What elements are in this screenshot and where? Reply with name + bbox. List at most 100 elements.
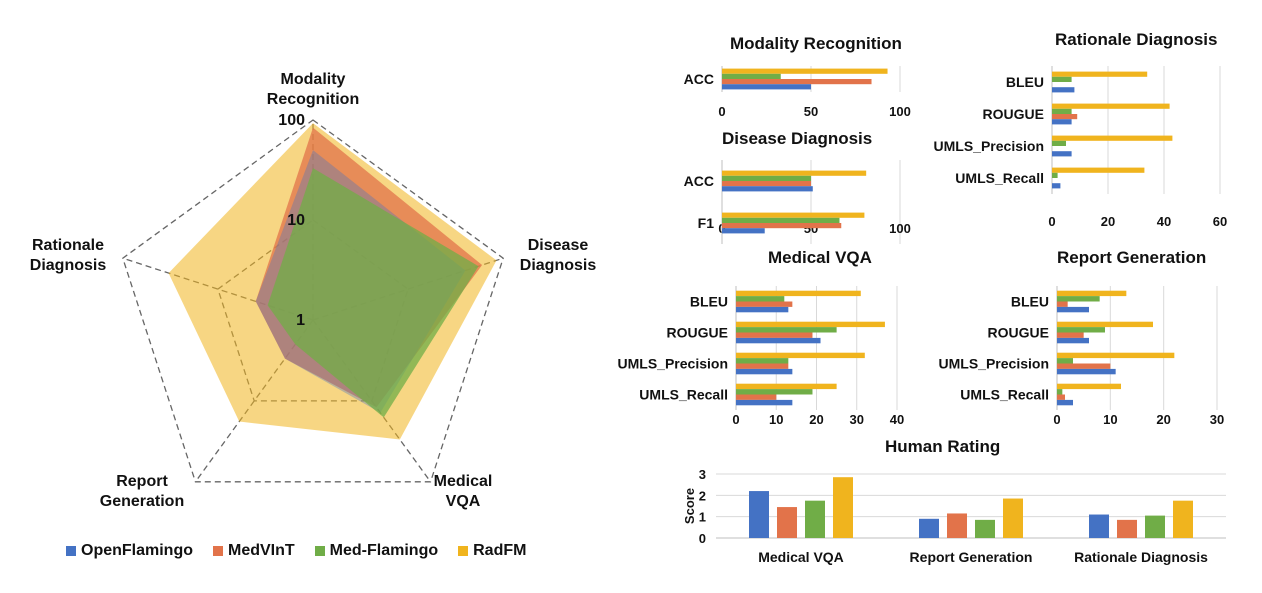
legend-swatch (213, 546, 223, 556)
x-tick-label: Report Generation (910, 549, 1033, 565)
bar-medvint (1057, 332, 1084, 338)
human-rating-chart: Human Rating 0 1 2 3 Score Medical VQA Report … (660, 436, 1240, 586)
legend-item-radfm: RadFM (458, 542, 526, 560)
y-tick-label: BLEU (1006, 74, 1044, 90)
bar-med-flamingo (1052, 108, 1072, 114)
bar-medvint (736, 394, 777, 400)
bar-radfm (1052, 71, 1148, 77)
x-tick-label: 0 (732, 412, 739, 427)
bar-openflamingo (736, 368, 793, 375)
y-tick-label: UMLS_Precision (939, 356, 1049, 372)
bar-med-flamingo (736, 296, 785, 302)
legend-swatch (66, 546, 76, 556)
radar-axis-label: Recognition (267, 91, 359, 108)
x-tick-label: 0 (1053, 412, 1060, 427)
bar-med-flamingo (722, 73, 781, 79)
bar-radfm (736, 290, 861, 297)
bar-openflamingo (736, 399, 793, 406)
bar-openflamingo (1052, 119, 1072, 125)
bar-openflamingo (749, 491, 769, 538)
y-tick-label: ACC (684, 173, 714, 189)
y-tick-label: BLEU (690, 294, 728, 310)
bar-med-flamingo (736, 389, 813, 395)
report-generation-chart: Report Generation 0 10 20 30 BLEU ROUGUE UMLS_… (920, 244, 1240, 434)
bar-radfm (736, 321, 885, 328)
bar-radfm (722, 212, 865, 218)
bar-radfm (1052, 135, 1173, 141)
bar-medvint (1057, 301, 1068, 307)
legend-label: MedVInT (228, 542, 295, 559)
y-tick-label: 0 (699, 531, 706, 546)
x-tick-label: 20 (1156, 412, 1170, 427)
x-tick-label: 40 (1157, 214, 1171, 229)
x-tick-label: Rationale Diagnosis (1074, 549, 1208, 565)
bar-openflamingo (722, 186, 813, 192)
radar-axis-label: Rationale (32, 237, 104, 254)
bar-med-flamingo (722, 217, 840, 223)
y-tick-label: UMLS_Recall (955, 170, 1044, 186)
medical-vqa-chart: Medical VQA 0 10 20 30 40 BLEU ROUGUE UMLS_Prec… (618, 244, 920, 434)
bar-medvint (736, 332, 813, 338)
radar-axis-label: Disease (528, 237, 589, 254)
bar-med-flamingo (1057, 327, 1105, 333)
bar-med-flamingo (1052, 172, 1058, 178)
legend-item-med-flamingo: Med-Flamingo (314, 542, 438, 560)
x-tick-label: 0 (718, 104, 725, 119)
bar-radfm (1052, 167, 1145, 173)
bar-radfm (1173, 500, 1193, 538)
bar-medvint (736, 301, 793, 307)
radar-series-med-flamingo (267, 168, 479, 418)
x-tick-label: 30 (1210, 412, 1224, 427)
rationale-diagnosis-chart: Rationale Diagnosis 0 20 40 60 BLEU ROUGUE UML… (920, 28, 1240, 238)
bar-medvint (722, 181, 811, 187)
y-axis-label: Score (682, 488, 697, 524)
y-tick-label: UMLS_Precision (618, 356, 728, 372)
radar-ring (122, 119, 504, 483)
bar-openflamingo (722, 84, 811, 90)
y-tick-label: ACC (684, 71, 714, 87)
radar-svg: 100 10 1 Modality Recognition Disease Diagnosi… (30, 71, 597, 510)
bar-med-flamingo (975, 519, 995, 538)
bar-med-flamingo (722, 175, 811, 181)
bar-openflamingo (736, 306, 789, 313)
radar-axis-label: Report (116, 473, 168, 490)
chart-title: Human Rating (885, 437, 1001, 456)
chart-svg: 0 50 100 ACC (684, 66, 911, 119)
disease-diagnosis-chart: Disease Diagnosis 050100ACCF1 (660, 126, 940, 244)
legend: OpenFlamingo MedVInT Med-Flamingo RadFM (66, 542, 526, 560)
x-tick-label: 20 (809, 412, 823, 427)
bar-radfm (722, 170, 867, 176)
legend-swatch (314, 546, 325, 556)
y-tick-label: ROUGUE (667, 325, 728, 341)
x-tick-label: 20 (1101, 214, 1115, 229)
bar-radfm (736, 352, 865, 359)
y-tick-label: F1 (698, 215, 715, 231)
bar-openflamingo (1057, 399, 1073, 406)
bar-med-flamingo (1145, 515, 1165, 538)
chart-title: Disease Diagnosis (722, 129, 873, 148)
radar-axis-label: Diagnosis (520, 257, 597, 274)
bar-medvint (777, 507, 797, 538)
bar-radfm (1057, 321, 1153, 328)
bar-radfm (722, 68, 888, 74)
chart-title: Rationale Diagnosis (1055, 30, 1218, 49)
y-tick-label: 3 (699, 467, 706, 482)
bar-openflamingo (1057, 337, 1089, 344)
y-tick-label: 1 (699, 510, 706, 525)
legend-swatch (458, 546, 469, 556)
bar-radfm (736, 383, 837, 390)
x-tick-label: 60 (1213, 214, 1227, 229)
chart-title: Modality Recognition (730, 34, 902, 53)
bar-medvint (1117, 519, 1137, 538)
bar-openflamingo (1052, 87, 1075, 93)
bar-med-flamingo (1052, 76, 1072, 82)
bar-radfm (1057, 383, 1121, 390)
y-tick-label: 2 (699, 488, 706, 503)
legend-item-medvint: MedVInT (213, 542, 295, 560)
x-tick-label: 0 (1048, 214, 1055, 229)
bar-openflamingo (1052, 183, 1061, 189)
bar-radfm (1057, 352, 1175, 359)
radar-ring-label: 10 (287, 212, 305, 229)
legend-label: OpenFlamingo (81, 542, 193, 559)
